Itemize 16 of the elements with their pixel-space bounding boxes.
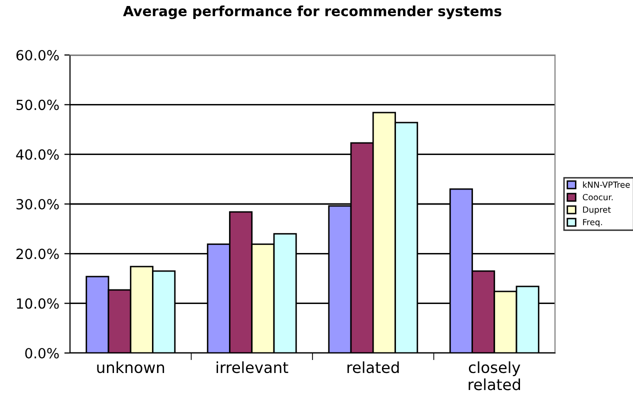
legend-label: Freq.: [583, 219, 602, 227]
legend-label: kNN-VPTree: [583, 181, 630, 188]
y-tick-label: 0.0%: [25, 348, 59, 358]
x-tick-label: closely related: [468, 361, 520, 390]
y-tick-label: 10.0%: [16, 298, 59, 309]
legend-label: Coocur.: [582, 194, 613, 200]
y-tick-label: 60.0%: [16, 50, 59, 60]
y-tick-label: 30.0%: [16, 198, 59, 210]
chart-title: Average performance for recommender systems: [123, 6, 502, 20]
x-tick-label: irrelevant: [216, 361, 288, 374]
y-tick-label: 20.0%: [16, 248, 59, 260]
y-tick-label: 50.0%: [16, 100, 59, 110]
x-tick-label: related: [347, 361, 399, 374]
y-tick-label: 40.0%: [16, 149, 59, 160]
x-tick-label: unknown: [97, 361, 164, 374]
legend-label: Dupret: [583, 206, 611, 214]
